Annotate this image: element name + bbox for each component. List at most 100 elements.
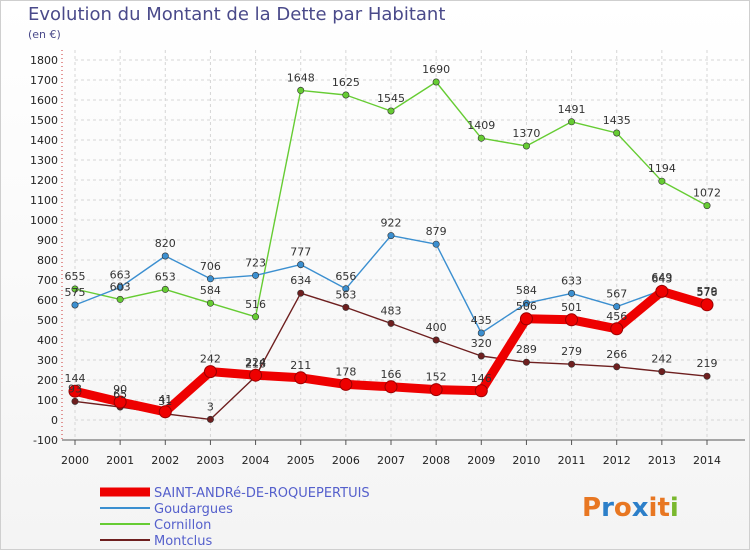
x-tick-label: 2003 [196, 454, 224, 467]
data-label: 1625 [332, 76, 360, 89]
data-point [206, 275, 214, 283]
data-label: 224 [245, 356, 266, 369]
data-point [339, 377, 353, 391]
series-saint-andr-de-roquepertuis [68, 284, 714, 419]
y-tick-label: 300 [37, 354, 58, 367]
data-point [297, 86, 305, 94]
data-label: 1409 [467, 119, 495, 132]
data-label: 219 [697, 357, 718, 370]
data-label: 777 [290, 246, 311, 259]
data-point [568, 289, 576, 297]
legend-label: SAINT-ANDRé-DE-ROQUEPERTUIS [154, 486, 370, 501]
data-label: 633 [561, 274, 582, 287]
data-point [613, 129, 621, 137]
data-point [432, 240, 440, 248]
y-tick-label: 1100 [30, 194, 58, 207]
data-label: 400 [426, 321, 447, 334]
x-tick-label: 2010 [512, 454, 540, 467]
data-label: 1194 [648, 162, 676, 175]
data-point [206, 415, 214, 423]
data-label: 456 [606, 310, 627, 323]
x-tick-label: 2009 [467, 454, 495, 467]
y-tick-label: -100 [33, 434, 58, 447]
x-tick-label: 2002 [151, 454, 179, 467]
legend: SAINT-ANDRé-DE-ROQUEPERTUISGoudarguesCor… [100, 486, 370, 549]
y-tick-label: 100 [37, 394, 58, 407]
data-point [703, 372, 711, 380]
data-label: 65 [113, 388, 127, 401]
data-point [206, 299, 214, 307]
y-tick-label: 1400 [30, 134, 58, 147]
data-label: 242 [200, 353, 221, 366]
data-point [252, 313, 260, 321]
data-label: 575 [65, 286, 86, 299]
data-point [297, 261, 305, 269]
data-point [68, 384, 82, 398]
data-label: 31 [158, 395, 172, 408]
legend-label: Montclus [154, 534, 213, 549]
data-point [658, 177, 666, 185]
y-tick-label: 600 [37, 294, 58, 307]
data-label: 567 [606, 288, 627, 301]
data-label: 144 [65, 372, 86, 385]
data-label: 516 [245, 298, 266, 311]
data-label: 643 [651, 272, 672, 285]
proxiti-logo: Proxiti [582, 493, 679, 523]
data-label: 266 [606, 348, 627, 361]
data-point [568, 118, 576, 126]
data-label: 279 [561, 345, 582, 358]
data-label: 706 [200, 260, 221, 273]
y-tick-label: 1000 [30, 214, 58, 227]
x-tick-label: 2001 [106, 454, 134, 467]
data-point [158, 405, 172, 419]
data-point [613, 303, 621, 311]
data-point [474, 384, 488, 398]
data-point [522, 358, 530, 366]
data-label: 603 [110, 280, 131, 293]
y-tick-label: 400 [37, 334, 58, 347]
y-tick-label: 1200 [30, 174, 58, 187]
data-label: 1648 [287, 71, 315, 84]
y-tick-label: 200 [37, 374, 58, 387]
data-point [203, 365, 217, 379]
legend-label: Cornillon [154, 518, 211, 533]
data-point [522, 299, 530, 307]
data-label: 242 [651, 353, 672, 366]
y-tick-label: 1600 [30, 94, 58, 107]
data-labels: 144 90 41 242 224 211 178 166 152 146 506 501 456 643… [65, 63, 722, 413]
data-label: 820 [155, 237, 176, 250]
data-point [342, 91, 350, 99]
data-label: 576 [697, 286, 718, 299]
x-tick-label: 2012 [603, 454, 631, 467]
data-label: 922 [381, 217, 402, 230]
data-label: 211 [290, 359, 311, 372]
data-point [387, 232, 395, 240]
y-tick-label: 0 [51, 414, 58, 427]
data-point [613, 363, 621, 371]
data-label: 1072 [693, 187, 721, 200]
data-label: 41 [158, 393, 172, 406]
data-point [113, 395, 127, 409]
logo-text: Proxiti [582, 493, 679, 523]
data-point [519, 312, 533, 326]
data-point [610, 322, 624, 336]
data-label: 579 [697, 285, 718, 298]
data-label: 1690 [422, 63, 450, 76]
data-point [71, 301, 79, 309]
data-label: 1435 [603, 114, 631, 127]
data-point [342, 303, 350, 311]
data-point [252, 271, 260, 279]
x-tick-label: 2007 [377, 454, 405, 467]
data-label: 879 [426, 225, 447, 238]
data-label: 656 [335, 270, 356, 283]
data-label: 435 [471, 314, 492, 327]
data-label: 218 [245, 357, 266, 370]
data-label: 501 [561, 301, 582, 314]
data-label: 152 [426, 371, 447, 384]
x-tick-label: 2005 [287, 454, 315, 467]
data-point [658, 368, 666, 376]
data-point [522, 142, 530, 150]
x-tick-label: 2004 [242, 454, 270, 467]
data-label: 90 [113, 383, 127, 396]
